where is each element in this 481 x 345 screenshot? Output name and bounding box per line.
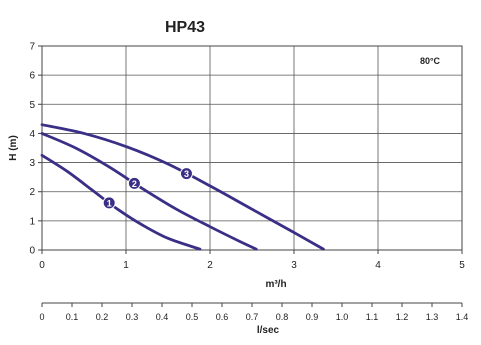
series-line-1 bbox=[40, 153, 202, 251]
series-marker-label-3: 3 bbox=[184, 169, 189, 179]
series-marker-label-2: 2 bbox=[132, 179, 137, 189]
secondary-tick-label: 1.4 bbox=[456, 312, 469, 322]
y-tick-label: 0 bbox=[29, 246, 35, 257]
x-tick-label: 2 bbox=[207, 260, 213, 271]
series-marker-label-1: 1 bbox=[107, 198, 112, 208]
chart-title: HP43 bbox=[165, 19, 205, 36]
secondary-x-axis: 0 0.1 0.2 0.3 0.4 0.5 0.6 0.7 0.8 0.9 1.0 1.1 1.2 1.3… bbox=[39, 303, 468, 322]
secondary-tick-label: 0 bbox=[39, 312, 44, 322]
y-tick-label: 5 bbox=[29, 100, 35, 111]
series-line-2 bbox=[40, 132, 258, 251]
series-marker-3 bbox=[179, 167, 193, 181]
secondary-tick-label: 0.2 bbox=[96, 312, 109, 322]
secondary-tick-label: 0.7 bbox=[246, 312, 259, 322]
x-tick-label: 5 bbox=[459, 260, 465, 271]
x-tick-label: 3 bbox=[291, 260, 297, 271]
y-axis-label: H (m) bbox=[8, 135, 19, 161]
y-tick-label: 4 bbox=[29, 129, 35, 140]
y-tick-label: 6 bbox=[29, 71, 35, 82]
secondary-tick-label: 1.3 bbox=[426, 312, 439, 322]
secondary-tick-label: 0.8 bbox=[276, 312, 289, 322]
x-tick-label: 4 bbox=[375, 260, 381, 271]
secondary-tick-label: 0.6 bbox=[216, 312, 229, 322]
y-axis: 0 1 2 3 4 5 6 7 bbox=[29, 42, 42, 257]
x-axis: 0 1 2 3 4 5 bbox=[39, 250, 465, 271]
plot-area bbox=[41, 45, 463, 251]
secondary-axis-label: l/sec bbox=[257, 325, 280, 336]
grid bbox=[42, 46, 462, 250]
secondary-tick-label: 0.3 bbox=[126, 312, 139, 322]
x-axis-label: m³/h bbox=[265, 279, 286, 290]
series-marker-2 bbox=[127, 176, 141, 190]
series-marker-1 bbox=[102, 196, 116, 210]
secondary-tick-label: 0.4 bbox=[156, 312, 169, 322]
y-tick-label: 2 bbox=[29, 187, 35, 198]
series-group: 1 2 3 bbox=[40, 123, 325, 251]
secondary-tick-label: 0.1 bbox=[66, 312, 79, 322]
x-tick-label: 0 bbox=[39, 260, 45, 271]
y-tick-label: 1 bbox=[29, 216, 35, 227]
secondary-tick-label: 1.0 bbox=[336, 312, 349, 322]
x-tick-label: 1 bbox=[123, 260, 129, 271]
secondary-tick-label: 0.9 bbox=[306, 312, 319, 322]
secondary-tick-label: 1.1 bbox=[366, 312, 379, 322]
y-tick-label: 7 bbox=[29, 42, 35, 53]
secondary-tick-label: 1.2 bbox=[396, 312, 409, 322]
y-tick-label: 3 bbox=[29, 158, 35, 169]
temperature-annotation: 80°C bbox=[420, 56, 441, 66]
secondary-tick-label: 0.5 bbox=[186, 312, 199, 322]
